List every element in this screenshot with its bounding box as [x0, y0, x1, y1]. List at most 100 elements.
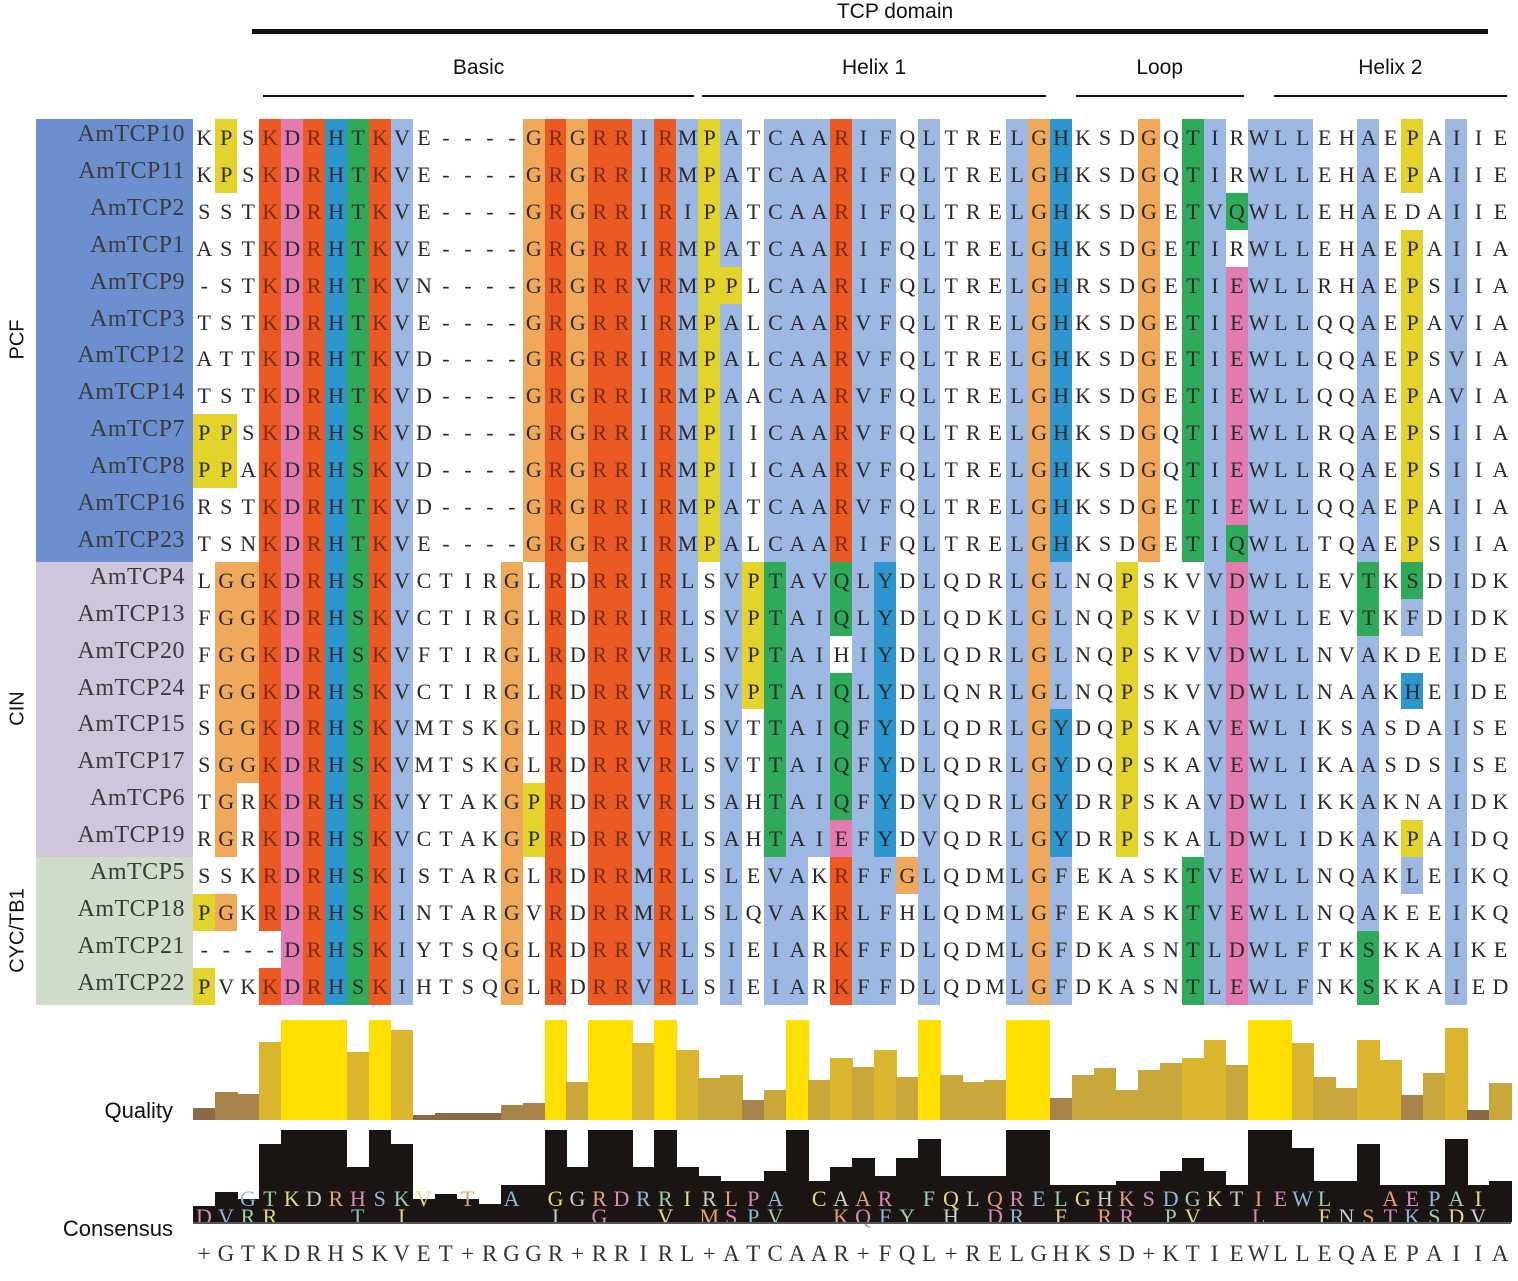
residue-cell: T [434, 820, 458, 858]
residue-cell: R [983, 783, 1007, 821]
residue-cell: H [324, 377, 348, 415]
residue-cell: T [346, 340, 370, 378]
residue-cell: G [236, 635, 260, 673]
residue-cell: S [346, 709, 370, 747]
residue-cell: E [1489, 192, 1512, 230]
residue-cell: I [1467, 340, 1490, 378]
residue-cell: R [610, 930, 633, 968]
consensus-residue: I [1452, 1241, 1461, 1266]
residue-cell: D [280, 229, 304, 267]
residue-cell: G [1027, 857, 1051, 894]
residue-cell: A [808, 451, 831, 489]
residue-cell: S [346, 635, 370, 673]
residue-cell: - [500, 192, 524, 230]
residue-cell: V [632, 709, 655, 747]
quality-bar [1269, 1020, 1293, 1120]
residue-cell: L [1269, 635, 1293, 673]
residue-cell: E [1489, 709, 1512, 747]
residue-cell: L [1269, 266, 1293, 304]
residue-cell: W [1247, 266, 1271, 304]
residue-cell: R [588, 119, 612, 156]
residue-cell: Q [896, 229, 919, 267]
residue-cell: L [1049, 598, 1073, 636]
residue-cell: T [434, 561, 458, 599]
residue-cell: G [566, 488, 590, 525]
residue-cell: V [390, 229, 414, 267]
residue-cell: H [324, 229, 348, 267]
residue-cell: S [346, 561, 370, 599]
residue-cell: I [764, 930, 787, 968]
residue-cell: G [522, 119, 546, 156]
residue-cell: H [324, 893, 348, 931]
residue-cell: Q [1335, 303, 1358, 341]
residue-cell: T [1181, 857, 1205, 894]
residue-cell: R [588, 488, 612, 525]
residue-cell: R [544, 967, 568, 1005]
residue-cell: A [1489, 340, 1512, 378]
residue-cell: L [852, 893, 875, 931]
consensus-residue: E [987, 1241, 1002, 1266]
consensus-bar [1313, 1180, 1337, 1222]
residue-cell: R [544, 746, 568, 784]
residue-cell: F [193, 672, 216, 710]
residue-cell: P [698, 266, 721, 304]
residue-cell: R [610, 524, 633, 562]
residue-cell: I [1291, 709, 1315, 747]
residue-cell: D [280, 967, 304, 1005]
residue-cell: - [258, 930, 282, 968]
residue-cell: E [412, 192, 436, 230]
residue-cell: S [346, 783, 370, 821]
quality-bar [1467, 1110, 1490, 1120]
residue-cell: G [1027, 266, 1051, 304]
residue-cell: A [1423, 783, 1446, 821]
residue-cell: E [1489, 155, 1512, 193]
residue-cell: K [1489, 561, 1512, 599]
residue-cell: I [456, 561, 480, 599]
residue-cell: K [478, 709, 502, 747]
consensus-bar [1225, 1185, 1249, 1222]
consensus-logo-glyph: G [1074, 1186, 1091, 1211]
residue-cell: P [1401, 266, 1424, 304]
residue-cell: A [786, 377, 809, 415]
residue-cell: I [676, 192, 699, 230]
residue-cell: K [478, 783, 502, 821]
residue-cell: K [1335, 930, 1358, 968]
consensus-bar [214, 1191, 238, 1222]
residue-cell: A [808, 524, 831, 562]
residue-cell: D [1115, 524, 1139, 562]
quality-bar [632, 1043, 655, 1120]
residue-cell: D [1313, 820, 1337, 858]
residue-cell: L [1291, 857, 1315, 894]
residue-cell: A [786, 561, 809, 599]
consensus-residue: K [1074, 1241, 1092, 1266]
consensus-logo-glyph: T [1383, 1204, 1398, 1229]
residue-cell: D [896, 820, 919, 858]
consensus-residue: + [197, 1241, 211, 1266]
residue-cell: S [1137, 783, 1161, 821]
residue-cell: T [434, 635, 458, 673]
residue-cell: K [1159, 672, 1183, 710]
residue-cell: R [236, 783, 260, 821]
residue-cell: R [588, 561, 612, 599]
residue-cell: S [1335, 709, 1358, 747]
residue-cell: D [1071, 820, 1095, 858]
residue-cell: V [632, 820, 655, 858]
residue-cell: N [236, 524, 260, 562]
residue-cell: R [588, 930, 612, 968]
residue-cell: C [764, 524, 787, 562]
residue-cell: L [1291, 672, 1315, 710]
residue-cell: D [280, 561, 304, 599]
consensus-bar [786, 1130, 809, 1222]
residue-cell: L [522, 857, 546, 894]
residue-cell: - [434, 192, 458, 230]
residue-cell: L [676, 930, 699, 968]
consensus-residue: I [1474, 1241, 1483, 1266]
residue-cell: - [500, 488, 524, 525]
consensus-residue: L [1273, 1241, 1288, 1266]
consensus-logo-glyph: M [699, 1204, 720, 1229]
residue-cell: T [742, 488, 765, 525]
residue-cell: D [412, 414, 436, 452]
residue-cell: K [1071, 414, 1095, 452]
residue-cell: I [1291, 820, 1315, 858]
residue-cell: A [1489, 524, 1512, 562]
